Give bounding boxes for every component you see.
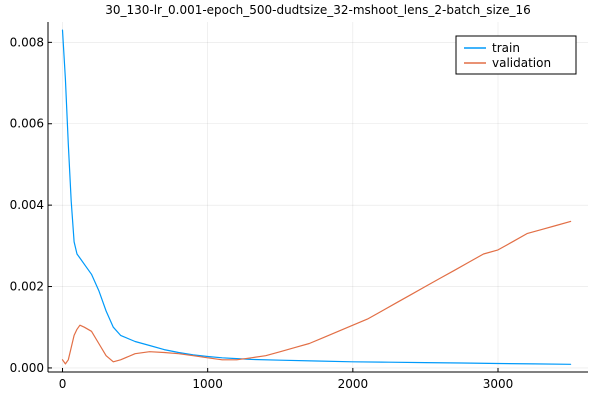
series-line-train bbox=[61, 29, 572, 365]
x-tick-label: 3000 bbox=[483, 377, 514, 391]
y-tick-label: 0.000 bbox=[10, 361, 44, 375]
x-tick-label: 1000 bbox=[192, 377, 223, 391]
series-lines bbox=[61, 29, 572, 365]
series-line-validation bbox=[61, 220, 572, 365]
legend-box bbox=[455, 35, 577, 75]
legend-label-validation: validation bbox=[492, 56, 551, 70]
y-tick-label: 0.002 bbox=[10, 280, 44, 294]
x-tick-label: 0 bbox=[59, 377, 67, 391]
x-tick-label: 2000 bbox=[338, 377, 369, 391]
y-tick-label: 0.006 bbox=[10, 117, 44, 131]
chart-title: 30_130-lr_0.001-epoch_500-dudtsize_32-ms… bbox=[105, 3, 531, 17]
legend-label-train: train bbox=[492, 41, 520, 55]
y-tick-label: 0.008 bbox=[10, 35, 44, 49]
axes: 0 1000 2000 3000 0.000 0.002 0.004 0.006 0.008 bbox=[10, 22, 588, 391]
y-tick-label: 0.004 bbox=[10, 198, 44, 212]
